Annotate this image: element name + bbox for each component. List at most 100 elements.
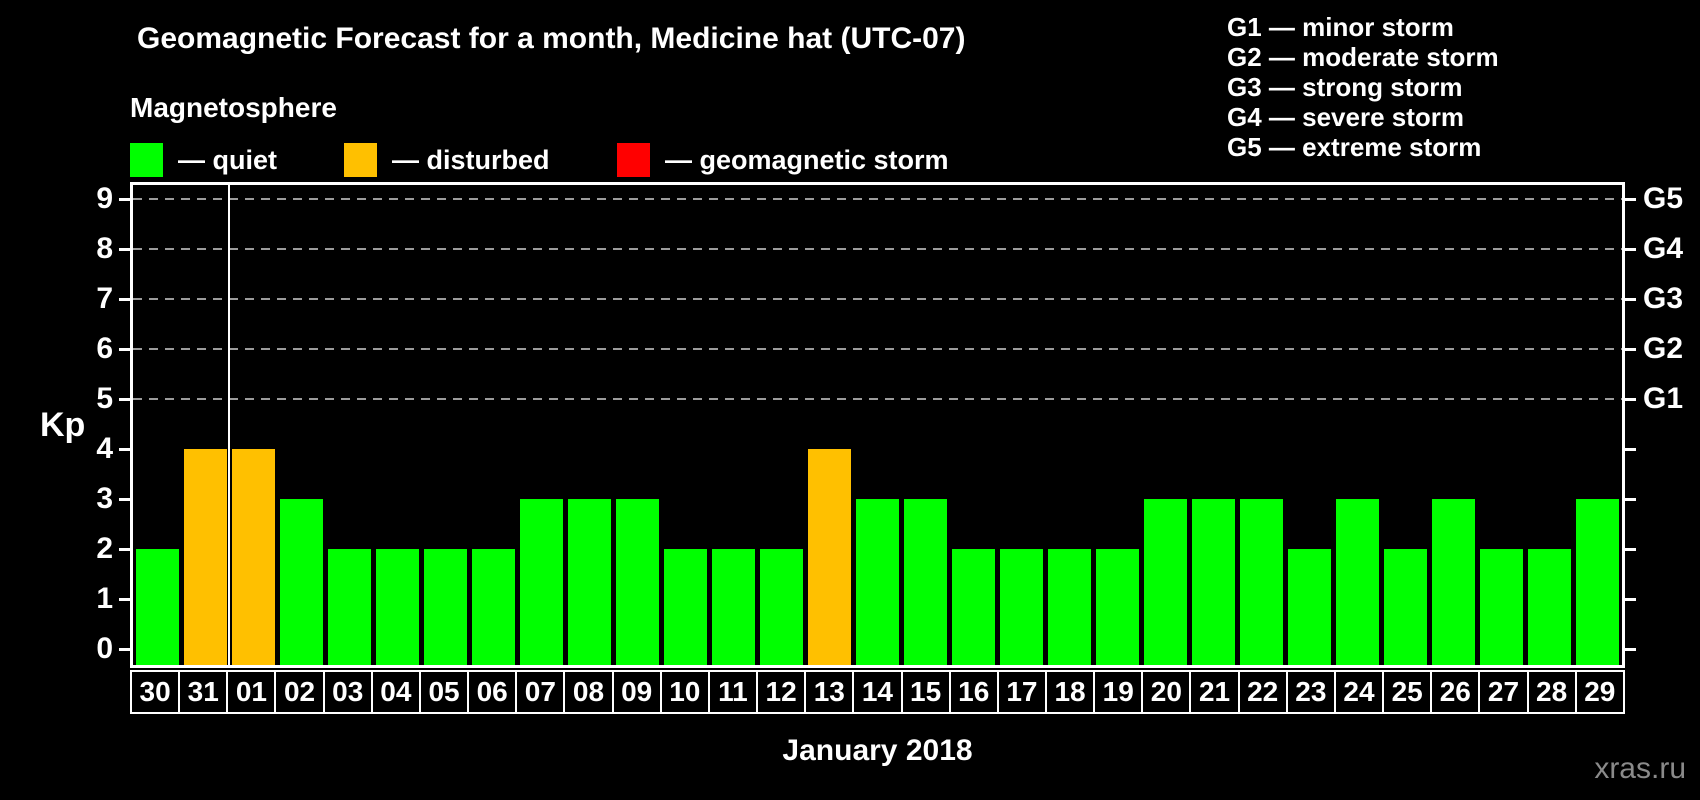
day-label-25: 25: [1382, 670, 1433, 714]
y-axis-tick-left-0: [119, 648, 130, 651]
y-axis-tick-right-3: [1625, 498, 1636, 501]
y-axis-tick-right-7: [1625, 298, 1636, 301]
day-label-10: 10: [659, 670, 710, 714]
y-axis-tick-left-8: [119, 248, 130, 251]
y-axis-tick-right-6: [1625, 348, 1636, 351]
day-label-07: 07: [515, 670, 566, 714]
g-scale-label-g3: G3: [1643, 282, 1684, 315]
y-axis-tick-right-5: [1625, 398, 1636, 401]
day-label-18: 18: [1044, 670, 1096, 714]
legend-label-quiet: — quiet: [178, 144, 277, 175]
day-label-02: 02: [274, 670, 325, 714]
kp-bar-day-04: [375, 549, 419, 665]
kp-bar-day-29: [1576, 499, 1620, 665]
kp-bar-day-17: [1000, 549, 1044, 665]
y-tick-label-2: 2: [96, 532, 113, 565]
kp-bar-day-30: [135, 549, 179, 665]
g-scale-label-g5: G5: [1643, 182, 1684, 215]
kp-bar-day-19: [1096, 549, 1140, 665]
kp-bar-day-25: [1384, 549, 1428, 665]
day-label-17: 17: [996, 670, 1047, 714]
kp-bar-day-23: [1288, 549, 1332, 665]
y-axis-tick-left-9: [119, 198, 130, 201]
legend-swatch-geomagnetic-storm: [617, 143, 650, 177]
grid-line-kp6: [133, 348, 1622, 350]
day-label-21: 21: [1189, 670, 1240, 714]
kp-bar-day-13: [807, 449, 851, 665]
legend-swatch-quiet: [130, 143, 163, 177]
x-axis-title: January 2018: [782, 734, 973, 767]
legend-item-geomagnetic-storm: — geomagnetic storm: [617, 143, 949, 177]
storm-scale-legend-line-g5: G5 — extreme storm: [1227, 132, 1482, 162]
day-label-23: 23: [1285, 670, 1336, 714]
kp-bar-day-01: [231, 449, 275, 665]
kp-bar-day-06: [471, 549, 515, 665]
kp-bar-day-27: [1480, 549, 1524, 665]
day-label-09: 09: [611, 670, 662, 714]
y-axis-tick-left-3: [119, 498, 130, 501]
kp-bar-day-08: [567, 499, 611, 665]
day-label-15: 15: [900, 670, 951, 714]
chart-subtitle: Magnetosphere: [130, 92, 337, 123]
y-tick-label-9: 9: [96, 182, 113, 215]
day-label-05: 05: [418, 670, 470, 714]
storm-scale-legend-line-g3: G3 — strong storm: [1227, 72, 1463, 102]
y-axis-tick-right-8: [1625, 248, 1636, 251]
kp-bar-day-26: [1432, 499, 1476, 665]
page-title: Geomagnetic Forecast for a month, Medici…: [137, 22, 966, 55]
g-scale-label-g4: G4: [1643, 232, 1684, 265]
day-label-01: 01: [226, 670, 277, 714]
y-axis-tick-left-7: [119, 298, 130, 301]
y-tick-label-6: 6: [96, 332, 113, 365]
y-axis-tick-left-1: [119, 598, 130, 601]
legend-swatch-disturbed: [344, 143, 377, 177]
day-label-29: 29: [1574, 670, 1625, 714]
kp-bar-day-09: [615, 499, 659, 665]
day-label-20: 20: [1141, 670, 1192, 714]
day-label-22: 22: [1237, 670, 1288, 714]
kp-bar-day-02: [279, 499, 323, 665]
kp-status-legend: — quiet — disturbed — geomagnetic storm: [130, 143, 1030, 179]
y-axis-title: Kp: [40, 406, 86, 444]
kp-bar-day-16: [952, 549, 996, 665]
kp-bar-day-15: [904, 499, 948, 665]
storm-scale-legend-line-g1: G1 — minor storm: [1227, 12, 1454, 42]
y-tick-label-4: 4: [96, 432, 113, 465]
storm-scale-legend-line-g2: G2 — moderate storm: [1227, 42, 1499, 72]
kp-bar-day-05: [423, 549, 467, 665]
y-tick-label-7: 7: [96, 282, 113, 315]
kp-bar-day-18: [1048, 549, 1092, 665]
legend-item-quiet: — quiet: [130, 143, 277, 177]
day-label-04: 04: [370, 670, 421, 714]
day-label-11: 11: [707, 670, 759, 714]
storm-scale-legend-line-g4: G4 — severe storm: [1227, 102, 1465, 132]
y-tick-label-1: 1: [96, 582, 113, 615]
legend-item-disturbed: — disturbed: [344, 143, 550, 177]
kp-bar-chart-plot-area: [130, 182, 1625, 668]
day-label-08: 08: [563, 670, 614, 714]
y-tick-label-8: 8: [96, 232, 113, 265]
y-tick-label-0: 0: [96, 632, 113, 665]
y-axis-tick-right-2: [1625, 548, 1636, 551]
day-label-03: 03: [322, 670, 373, 714]
kp-bar-day-12: [759, 549, 803, 665]
kp-bar-day-31: [183, 449, 227, 665]
y-tick-label-5: 5: [96, 382, 113, 415]
g-scale-label-g1: G1: [1643, 382, 1684, 415]
day-label-13: 13: [804, 670, 855, 714]
y-axis-tick-left-5: [119, 398, 130, 401]
grid-line-kp5: [133, 398, 1622, 400]
y-axis-tick-right-1: [1625, 598, 1636, 601]
day-label-28: 28: [1526, 670, 1577, 714]
kp-bar-day-24: [1336, 499, 1380, 665]
y-axis-tick-right-0: [1625, 648, 1636, 651]
y-axis-tick-left-6: [119, 348, 130, 351]
kp-bar-day-07: [519, 499, 563, 665]
day-label-24: 24: [1333, 670, 1385, 714]
legend-label-geomagnetic-storm: — geomagnetic storm: [665, 144, 949, 175]
grid-line-kp7: [133, 298, 1622, 300]
day-label-12: 12: [756, 670, 807, 714]
day-label-31: 31: [178, 670, 229, 714]
y-tick-label-3: 3: [96, 482, 113, 515]
